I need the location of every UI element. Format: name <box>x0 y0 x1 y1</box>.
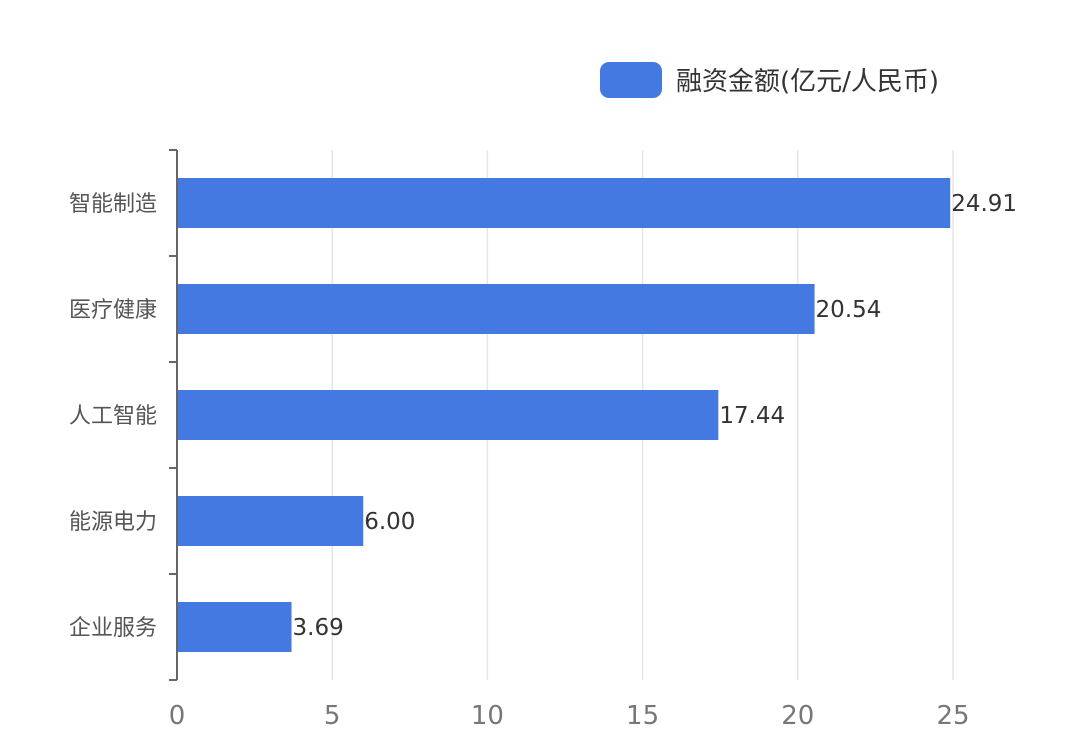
value-label: 17.44 <box>719 403 785 429</box>
legend: 融资金额(亿元/人民币) <box>600 62 939 98</box>
value-label: 20.54 <box>816 297 882 323</box>
x-tick-label: 10 <box>471 701 504 731</box>
value-label: 24.91 <box>951 191 1017 217</box>
category-label: 企业服务 <box>69 616 157 641</box>
x-tick-label: 25 <box>936 701 969 731</box>
bar <box>177 602 292 652</box>
y-axis <box>169 149 178 681</box>
legend-label: 融资金额(亿元/人民币) <box>676 67 939 97</box>
x-tick-labels: 0 5 10 15 20 25 <box>169 701 970 731</box>
category-label: 能源电力 <box>69 510 157 535</box>
category-label: 医疗健康 <box>69 298 157 323</box>
value-labels: 24.91 20.54 17.44 6.00 3.69 <box>293 191 1018 641</box>
bar <box>177 390 719 440</box>
x-tick-label: 20 <box>781 701 814 731</box>
x-tick-label: 15 <box>626 701 659 731</box>
category-label: 智能制造 <box>69 192 157 217</box>
bar <box>177 284 815 334</box>
bars <box>177 178 951 652</box>
value-label: 3.69 <box>293 615 344 641</box>
bar <box>177 178 951 228</box>
category-label: 人工智能 <box>69 404 157 429</box>
legend-swatch <box>600 62 662 98</box>
x-tick-label: 5 <box>324 701 341 731</box>
bar <box>177 496 364 546</box>
x-tick-label: 0 <box>169 701 186 731</box>
value-label: 6.00 <box>364 509 415 535</box>
